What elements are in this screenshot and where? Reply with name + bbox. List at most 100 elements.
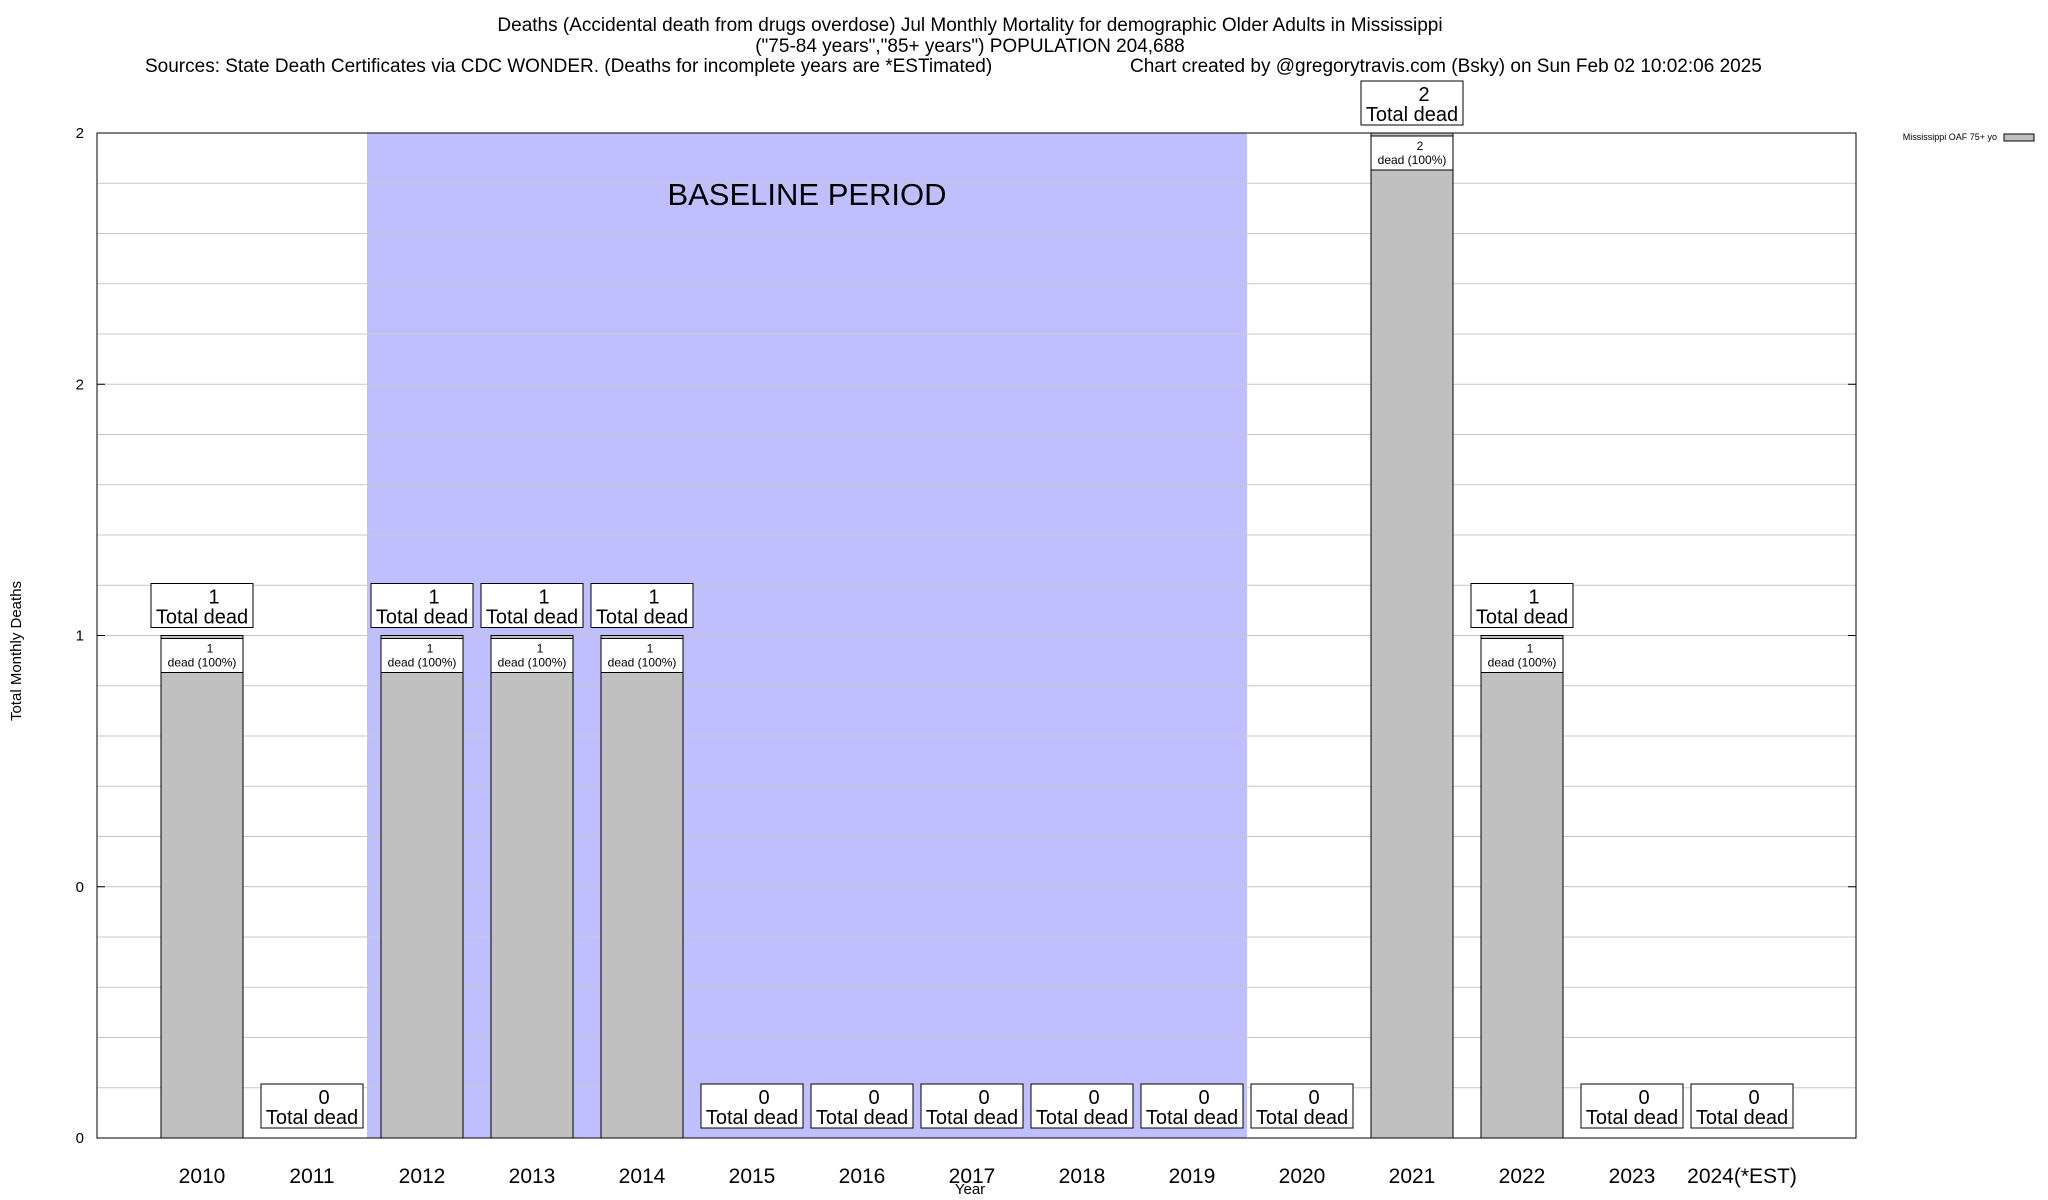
total-dead-label: Total dead (266, 1107, 358, 1129)
chart-sources: Sources: State Death Certificates via CD… (145, 56, 992, 77)
y-tick-label: 1 (76, 628, 84, 645)
x-tick-label: 2023 (1609, 1165, 1656, 1188)
x-tick-label: 2014 (619, 1165, 666, 1188)
bar-value-box (1480, 638, 1564, 673)
bar-value-label: 1 (1527, 642, 1534, 656)
bar (380, 635, 464, 1139)
x-tick-label: 2018 (1059, 1165, 1106, 1188)
title-block: Deaths (Accidental death from drugs over… (145, 15, 1762, 77)
total-dead-count: 1 (428, 587, 439, 609)
total-dead-count: 0 (1308, 1087, 1319, 1109)
plot-frame (96, 132, 1857, 1139)
bar-value-box (1370, 135, 1454, 171)
bar (1480, 635, 1564, 1139)
x-tick-label: 2015 (729, 1165, 776, 1188)
x-tick-label: 2020 (1279, 1165, 1326, 1188)
y-axis-label: Total Monthly Deaths (8, 581, 25, 721)
total-dead-box (1470, 583, 1574, 628)
y-tick-label: 2 (76, 376, 84, 393)
total-dead-count: 0 (1748, 1087, 1759, 1109)
total-dead-label: Total dead (486, 607, 578, 629)
x-tick-label: 2017 (949, 1165, 996, 1188)
total-dead-box (1690, 1083, 1794, 1129)
x-axis: 2010 2011 2012 2013 2014 2015 2016 2017 2018 2019… (179, 1165, 1797, 1188)
total-dead-count: 1 (538, 587, 549, 609)
bar-percent-label: dead (100%) (388, 656, 457, 670)
total-dead-label: Total dead (596, 607, 688, 629)
total-dead-box (1030, 1083, 1134, 1129)
total-dead-box (1140, 1083, 1244, 1129)
bar (490, 635, 574, 1139)
total-dead-box (1580, 1083, 1684, 1129)
total-dead-label: Total dead (1146, 1107, 1238, 1129)
x-tick-label: 2010 (179, 1165, 226, 1188)
bar-value-label: 1 (537, 642, 544, 656)
chart-credit: Chart created by @gregorytravis.com (Bsk… (1130, 56, 1762, 77)
y-tick-label: 0 (76, 1130, 84, 1147)
bar-value-label: 1 (647, 642, 654, 656)
x-tick-label: 2011 (289, 1165, 334, 1188)
legend-swatch (2003, 133, 2035, 142)
total-dead-label: Total dead (1036, 1107, 1128, 1129)
total-dead-box (920, 1083, 1024, 1129)
bar-value-label: 1 (207, 642, 214, 656)
x-tick-label: 2016 (839, 1165, 886, 1188)
total-dead-label: Total dead (816, 1107, 908, 1129)
bar-percent-label: dead (100%) (498, 656, 567, 670)
total-dead-count: 0 (758, 1087, 769, 1109)
bar-percent-label: dead (100%) (168, 656, 237, 670)
total-dead-count: 0 (1198, 1087, 1209, 1109)
baseline-period-label: BASELINE PERIOD (667, 177, 946, 212)
total-dead-count: 0 (868, 1087, 879, 1109)
total-dead-label: Total dead (1476, 607, 1568, 629)
legend-label: Mississippi OAF 75+ yo (1903, 132, 1997, 142)
bar-percent-label: dead (100%) (1488, 656, 1557, 670)
x-tick-label: 2024(*EST) (1687, 1165, 1797, 1188)
total-dead-box (370, 583, 474, 628)
total-dead-label: Total dead (1586, 1107, 1678, 1129)
total-dead-box (810, 1083, 914, 1129)
total-dead-box (590, 583, 694, 628)
bar-percent-label: dead (100%) (1378, 153, 1447, 167)
total-dead-label: Total dead (156, 607, 248, 629)
legend: Mississippi OAF 75+ yo (1903, 132, 2035, 142)
chart-subtitle: ("75-84 years","85+ years") POPULATION 2… (755, 36, 1185, 57)
total-dead-box (480, 583, 584, 628)
x-tick-label: 2012 (399, 1165, 446, 1188)
bar (600, 635, 684, 1139)
x-tick-label: 2013 (509, 1165, 556, 1188)
bar-value-box (600, 638, 684, 673)
bar-value-box (160, 638, 244, 673)
total-dead-label: Total dead (706, 1107, 798, 1129)
total-dead-label: Total dead (1696, 1107, 1788, 1129)
y-tick-label: 2 (76, 125, 84, 142)
total-dead-box (150, 583, 254, 628)
total-dead-count: 0 (978, 1087, 989, 1109)
bar-percent-label: dead (100%) (608, 656, 677, 670)
x-tick-label: 2019 (1169, 1165, 1216, 1188)
total-dead-box (1250, 1083, 1354, 1129)
total-dead-count: 1 (1528, 587, 1539, 609)
total-dead-count: 0 (1088, 1087, 1099, 1109)
total-dead-count: 2 (1418, 84, 1429, 106)
total-dead-box (700, 1083, 804, 1129)
total-dead-label: Total dead (376, 607, 468, 629)
total-dead-label: Total dead (926, 1107, 1018, 1129)
bar (160, 635, 244, 1139)
x-axis-label: Year (955, 1181, 985, 1198)
total-dead-box (1360, 80, 1464, 126)
bar (1370, 132, 1454, 1139)
bar-value-box (490, 638, 574, 673)
total-dead-count: 0 (318, 1087, 329, 1109)
total-dead-label: Total dead (1366, 104, 1458, 126)
total-dead-label: Total dead (1256, 1107, 1348, 1129)
total-dead-box (260, 1083, 364, 1129)
x-tick-label: 2021 (1389, 1165, 1436, 1188)
total-dead-count: 0 (1638, 1087, 1649, 1109)
total-dead-count: 1 (648, 587, 659, 609)
y-tick-label: 0 (76, 879, 84, 896)
bar-value-label: 1 (427, 642, 434, 656)
x-tick-label: 2022 (1499, 1165, 1546, 1188)
total-dead-count: 1 (208, 587, 219, 609)
